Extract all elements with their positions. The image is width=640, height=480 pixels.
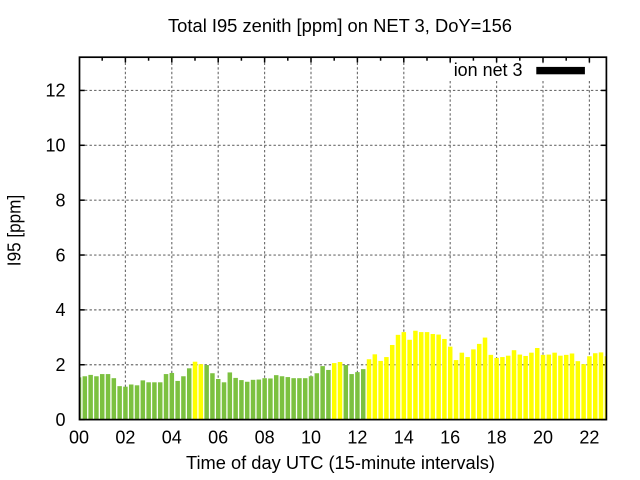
svg-text:Time of day UTC (15-minute int: Time of day UTC (15-minute intervals) [186, 453, 495, 473]
svg-text:10: 10 [45, 136, 65, 156]
svg-text:6: 6 [55, 245, 65, 265]
svg-text:00: 00 [69, 428, 89, 448]
svg-text:4: 4 [55, 300, 65, 320]
svg-text:2: 2 [55, 355, 65, 375]
svg-text:20: 20 [533, 428, 553, 448]
svg-text:ion net 3: ion net 3 [454, 60, 523, 80]
svg-text:22: 22 [579, 428, 599, 448]
svg-text:12: 12 [45, 81, 65, 101]
svg-text:8: 8 [55, 191, 65, 211]
svg-text:16: 16 [440, 428, 460, 448]
svg-text:06: 06 [208, 428, 228, 448]
svg-text:12: 12 [347, 428, 367, 448]
svg-text:04: 04 [162, 428, 182, 448]
svg-text:02: 02 [115, 428, 135, 448]
svg-text:Total I95 zenith [ppm] on NET: Total I95 zenith [ppm] on NET 3, DoY=156 [168, 16, 512, 36]
svg-text:10: 10 [301, 428, 321, 448]
svg-text:08: 08 [255, 428, 275, 448]
svg-text:0: 0 [55, 410, 65, 430]
svg-text:14: 14 [394, 428, 414, 448]
svg-text:I95 [ppm]: I95 [ppm] [5, 195, 25, 266]
svg-text:18: 18 [487, 428, 507, 448]
